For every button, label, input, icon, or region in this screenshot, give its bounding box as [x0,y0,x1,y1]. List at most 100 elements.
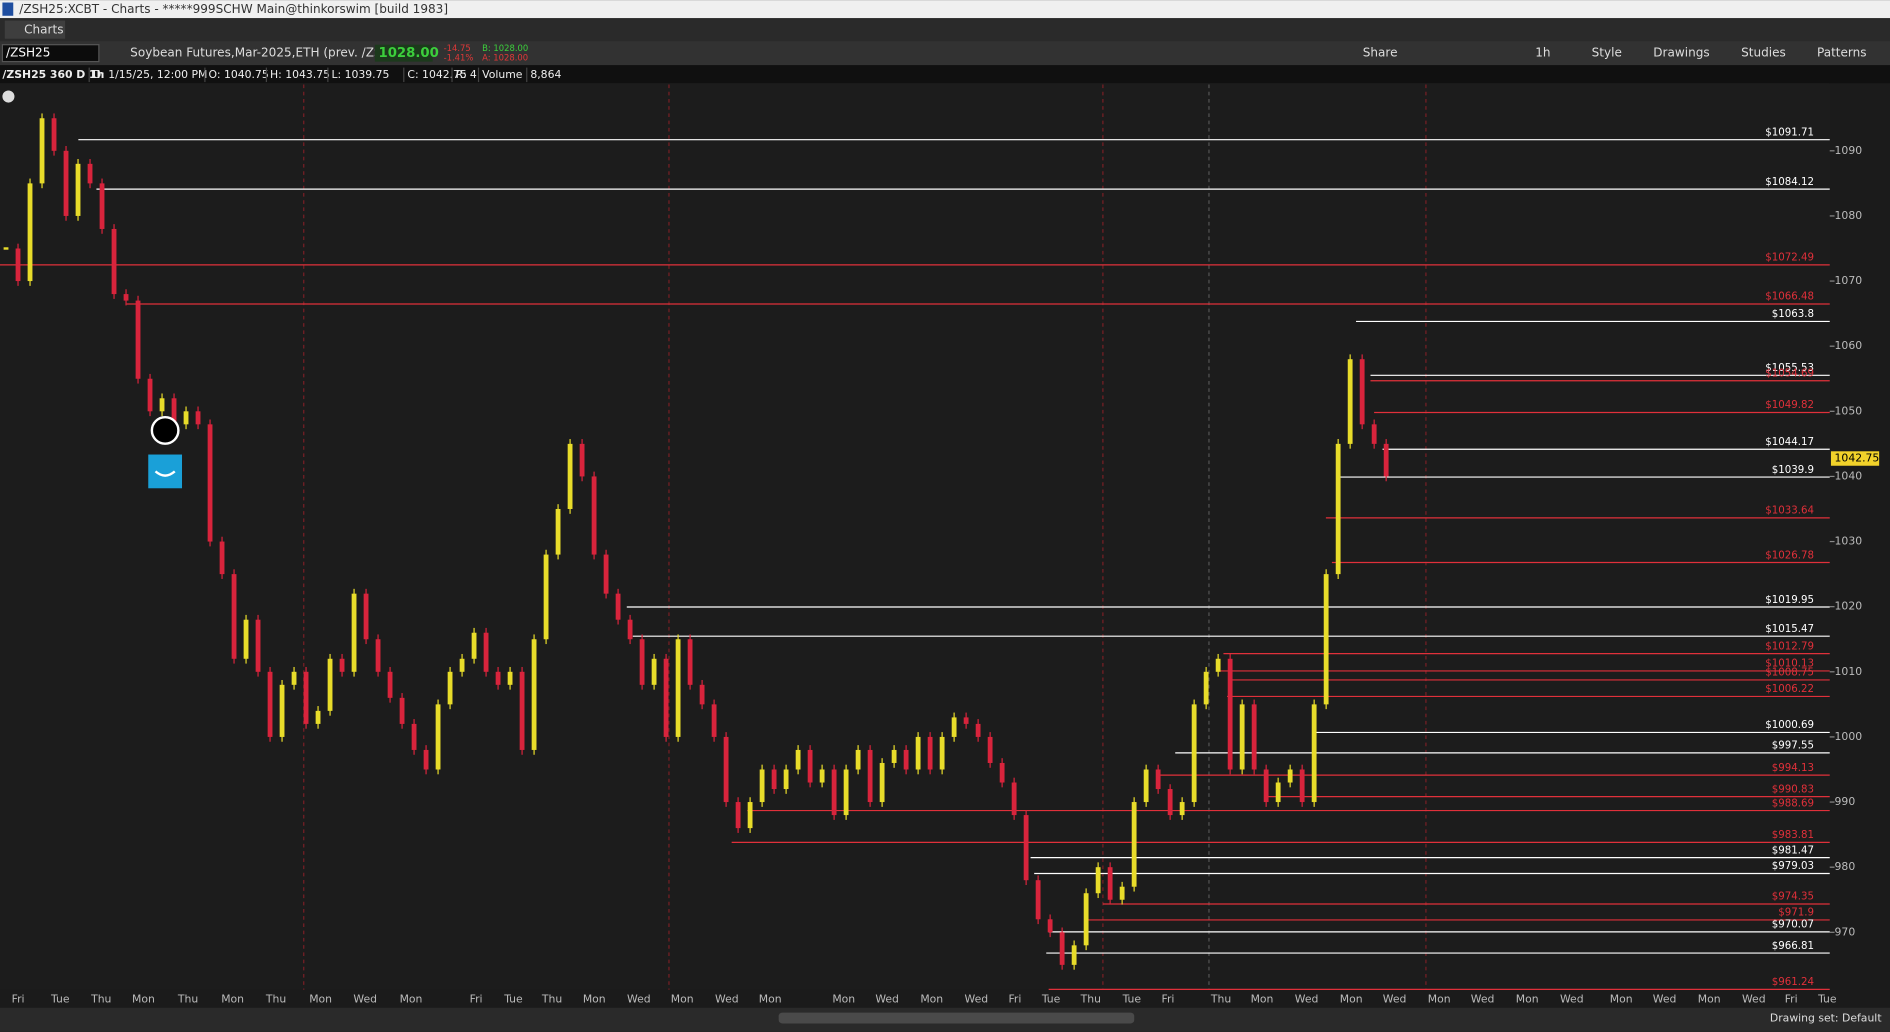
candle [639,639,645,685]
x-tick-label: Thu [1080,992,1101,1005]
x-tick-label: Mon [583,992,606,1005]
session-dividers [303,84,1427,990]
candle [1239,704,1245,770]
price-level-label: $971.9 [1778,907,1814,919]
x-tick-label: Thu [1210,992,1231,1005]
candle [255,619,261,672]
alert-icon[interactable] [2,90,15,103]
x-tick-label: Thu [541,992,562,1005]
candle [3,247,9,250]
toolbar: Share 1h Style Drawings Studies Patterns [1363,46,1867,60]
price-level-label: $966.81 [1772,940,1814,952]
candle [1311,704,1317,803]
tab-row [0,18,1890,42]
price-level-label: $1012.79 [1765,640,1814,652]
x-tick-label: Wed [1742,992,1766,1005]
candle [39,118,45,184]
candle [915,736,921,770]
candle [411,723,417,750]
info-item: /ZSH25 360 D 1h [2,68,104,81]
symbol-input[interactable] [1,44,100,63]
candle [63,150,69,216]
candle [243,619,249,659]
candle [339,658,345,672]
y-tick-label: 1050 [1835,404,1863,417]
bid: B: 1028.00 [482,43,528,53]
scrollbar[interactable] [778,1012,1135,1024]
candle [183,411,189,425]
candle [375,639,381,672]
x-tick-label: Mon [1698,992,1721,1005]
y-tick-label: 1010 [1835,665,1863,678]
candle [123,294,129,301]
price-level-label: $1010.13 [1765,658,1814,670]
toolbar-button[interactable]: 1h [1535,46,1550,60]
candle [435,704,441,770]
price-level-label: $1026.78 [1765,549,1814,561]
x-tick-label: Mon [1428,992,1451,1005]
candle [495,671,501,685]
x-tick-label: Tue [1041,992,1061,1005]
y-tick-label: 1040 [1835,469,1863,482]
x-tick-label: Fri [1162,992,1175,1005]
toolbar-button[interactable]: Patterns [1817,46,1867,60]
x-tick-label: Tue [1817,992,1837,1005]
x-tick-label: Wed [715,992,739,1005]
info-item: L: 1039.75 [331,68,389,81]
info-item: D: 1/15/25, 12:00 PM [93,68,208,81]
toolbar-button[interactable]: Studies [1741,46,1786,60]
x-tick-label: Mon [309,992,332,1005]
candle [591,476,597,555]
candle [15,248,21,282]
candle [423,749,429,770]
chat-icon[interactable] [148,454,183,489]
candle [1371,424,1377,444]
x-tick-label: Tue [50,992,70,1005]
candle [171,398,177,425]
candle [1215,658,1221,672]
candle [1155,769,1161,790]
candle [855,749,861,770]
description: Soybean Futures,Mar-2025,ETH (prev. /ZSH… [130,46,403,60]
candle [387,671,393,698]
x-tick-label: Wed [1560,992,1584,1005]
candle [867,749,873,803]
candle [735,802,741,829]
price-level-label: $988.69 [1772,797,1814,809]
tab[interactable] [4,20,66,39]
toolbar-button[interactable]: Drawings [1653,46,1709,60]
candle [351,593,357,672]
candle [843,769,849,816]
price-level-label: $1055.53 [1765,362,1814,374]
candle [1227,658,1233,770]
candle [675,639,681,737]
info-bar [0,65,1890,84]
candle [1035,880,1041,920]
candle [459,658,465,672]
candle [1095,867,1101,894]
x-tick-label: Wed [627,992,651,1005]
pen-icon[interactable] [150,415,180,445]
candle [1047,919,1053,933]
candle [303,671,309,724]
price-level-label: $1054.69 [1765,368,1814,380]
x-tick-label: Tue [1122,992,1142,1005]
candle [1347,359,1353,444]
y-tick-label: 1090 [1835,144,1863,157]
candle [1383,443,1389,477]
candle [195,411,201,425]
price-level-label: $981.47 [1772,844,1814,856]
candle [219,541,225,575]
candle [1263,769,1269,803]
price-level-label: $1063.8 [1772,308,1814,320]
candle [1131,802,1137,887]
price-level-label: $1084.12 [1765,176,1814,188]
candle [1119,886,1125,900]
x-tick-label: Wed [875,992,899,1005]
toolbar-button[interactable]: Style [1592,46,1622,60]
candle [1143,769,1149,803]
candle [795,749,801,770]
toolbar-button[interactable]: Share [1363,46,1398,60]
candle [531,639,537,750]
candle [99,183,105,229]
